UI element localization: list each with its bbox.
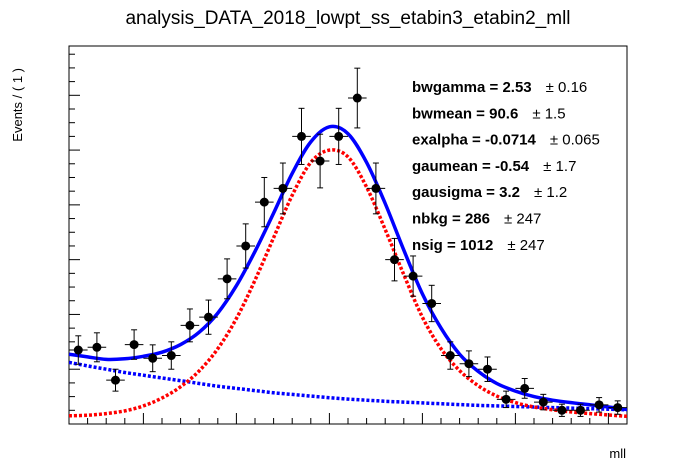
data-point [608, 400, 627, 415]
param-nbkg: nbkg = 286 [412, 211, 490, 228]
data-point [478, 356, 497, 382]
data-marker [464, 359, 474, 369]
data-marker [427, 298, 437, 308]
data-point [180, 308, 200, 343]
param-name: gausigma = [412, 184, 499, 201]
param-name: exalpha = [412, 132, 485, 149]
param-value: 3.2 [499, 184, 520, 201]
fit-curves [69, 67, 627, 419]
data-marker [408, 271, 418, 281]
param-value: 90.6 [489, 105, 518, 122]
param-error: ± 1.5 [532, 105, 565, 122]
param-error: ± 0.065 [550, 132, 600, 149]
data-marker [371, 183, 381, 193]
data-point [292, 107, 311, 165]
data-point [589, 397, 609, 413]
param-value: 286 [465, 211, 490, 228]
data-point [162, 341, 181, 370]
param-value: 2.53 [502, 79, 531, 96]
data-marker [222, 274, 232, 284]
data-marker [297, 131, 306, 141]
background-fit-curve [69, 360, 627, 412]
data-point [255, 176, 274, 228]
data-marker [594, 400, 604, 410]
data-marker [241, 241, 251, 251]
param-value: -0.54 [495, 158, 530, 175]
data-point [515, 378, 534, 399]
data-marker [390, 255, 399, 265]
data-marker [501, 394, 511, 404]
param-error: ± 1.2 [534, 184, 567, 201]
data-point [236, 223, 255, 269]
data-point [143, 344, 162, 373]
data-point [124, 329, 144, 360]
data-point [552, 403, 572, 417]
data-marker [259, 197, 269, 207]
data-marker [538, 397, 548, 407]
fit-parameter-box: bwgamma = 2.53 ± 0.16 bwmean = 90.6 ± 1.5 ex… [412, 79, 600, 254]
data-marker [166, 351, 176, 361]
data-marker [129, 340, 139, 350]
param-error: ± 247 [507, 237, 544, 254]
data-point [273, 162, 293, 215]
data-point [329, 107, 348, 165]
param-name: bwmean = [412, 105, 489, 122]
param-bwmean: bwmean = 90.6 [412, 105, 518, 122]
data-marker [445, 351, 455, 361]
data-point [87, 332, 107, 363]
data-point [69, 335, 88, 365]
data-point [422, 284, 441, 323]
param-gaumean: gaumean = -0.54 [412, 158, 530, 175]
param-bwgamma: bwgamma = 2.53 [412, 79, 532, 96]
chart-title: analysis_DATA_2018_lowpt_ss_etabin3_etab… [125, 8, 570, 29]
data-marker [73, 345, 83, 355]
param-name: nbkg = [412, 211, 465, 228]
param-gausigma: gausigma = 3.2 [412, 184, 520, 201]
data-marker [278, 183, 288, 193]
data-point [441, 341, 460, 370]
data-point [366, 162, 386, 215]
param-value: 1012 [460, 237, 493, 254]
data-marker [204, 312, 213, 322]
data-point [217, 258, 237, 300]
param-name: nsig = [412, 237, 460, 254]
data-point [571, 403, 590, 417]
data-marker [315, 156, 325, 166]
data-point [310, 133, 330, 189]
data-marker [613, 403, 623, 413]
x-axis-label: mll [609, 446, 626, 461]
data-marker [148, 353, 158, 363]
data-point [496, 390, 516, 409]
data-marker [483, 364, 492, 374]
data-marker [334, 131, 344, 141]
total-fit-curve [69, 124, 627, 412]
data-point [199, 299, 218, 335]
param-value: -0.0714 [485, 132, 537, 149]
signal-fit-curve [69, 148, 627, 419]
data-point [385, 237, 404, 282]
param-exalpha: exalpha = -0.0714 [412, 132, 537, 149]
data-point [534, 393, 553, 411]
data-marker [557, 405, 567, 415]
data-point [348, 67, 367, 129]
data-marker [92, 342, 102, 352]
param-error: ± 1.7 [543, 158, 576, 175]
data-point [459, 350, 479, 378]
data-point [106, 368, 125, 392]
data-point [403, 255, 423, 297]
param-error: ± 247 [504, 211, 541, 228]
data-marker [520, 383, 530, 393]
data-marker [111, 375, 120, 385]
y-axis-label: Events / ( 1 ) [10, 68, 25, 142]
param-name: gaumean = [412, 158, 495, 175]
param-nsig: nsig = 1012 [412, 237, 493, 254]
param-name: bwgamma = [412, 79, 502, 96]
data-marker [576, 405, 585, 415]
data-marker [185, 320, 195, 330]
param-error: ± 0.16 [546, 79, 588, 96]
data-marker [352, 93, 362, 103]
